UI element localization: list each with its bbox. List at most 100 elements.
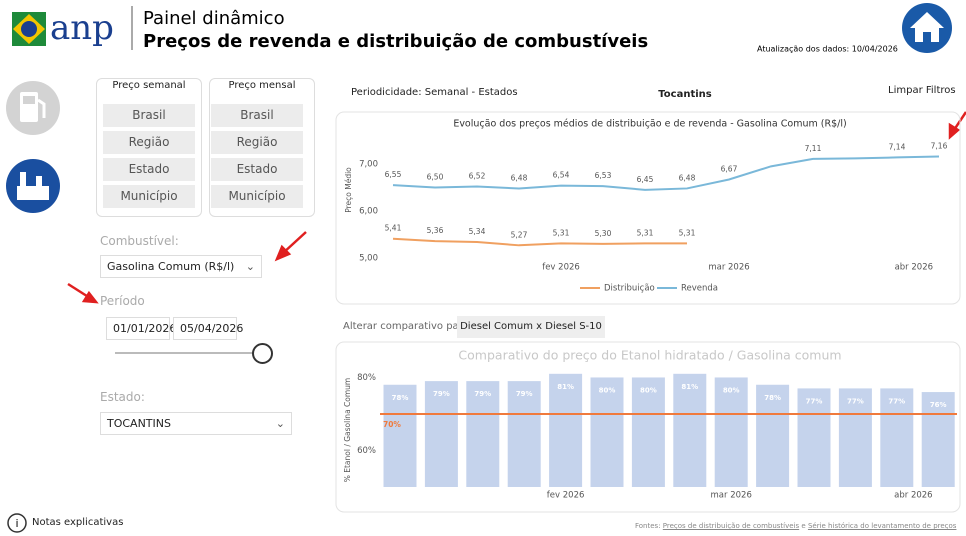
data-label: 7,14 xyxy=(889,142,906,151)
footer: Fontes: Preços de distribuição de combus… xyxy=(635,522,956,530)
end-date[interactable]: 05/04/2026 xyxy=(173,317,243,340)
data-label: 81% xyxy=(681,383,698,391)
clear-filters[interactable]: Limpar Filtros xyxy=(888,85,956,96)
state-value: TOCANTINS xyxy=(107,417,171,430)
filter-button[interactable]: Município xyxy=(103,185,195,208)
data-label: 5,31 xyxy=(637,228,654,237)
data-label: 6,55 xyxy=(385,170,402,179)
title: Painel dinâmico xyxy=(143,8,285,29)
data-label: 6,52 xyxy=(469,172,486,181)
state-title: Tocantins xyxy=(658,89,712,100)
bar xyxy=(507,381,541,487)
slider-track xyxy=(115,352,262,354)
footer-link[interactable]: Série histórica do levantamento de preço… xyxy=(807,522,957,530)
weekly-label: Preço semanal xyxy=(112,80,186,91)
compare-button[interactable]: Diesel Comum x Diesel S-10 xyxy=(457,316,605,338)
footer-link[interactable]: Preços de distribuição de combustíveis xyxy=(662,522,800,530)
filter-button[interactable]: Brasil xyxy=(211,104,303,127)
data-label: 6,53 xyxy=(595,171,612,180)
data-label: 6,48 xyxy=(679,173,696,182)
x-tick-label: fev 2026 xyxy=(542,263,580,273)
bar xyxy=(383,384,417,487)
refinery-icon[interactable] xyxy=(6,159,60,213)
info-icon[interactable] xyxy=(7,513,27,533)
fuel-dropdown[interactable]: Gasolina Comum (R$/l) ⌄ xyxy=(100,255,262,278)
y-tick-label: 5,00 xyxy=(359,254,378,264)
y-tick-label: 80% xyxy=(357,373,376,383)
chart-title: Comparativo do preço do Etanol hidratado… xyxy=(458,348,841,363)
data-label: 6,48 xyxy=(511,173,528,182)
bar xyxy=(673,373,707,487)
data-label: 5,31 xyxy=(679,228,696,237)
data-label: 81% xyxy=(557,383,574,391)
state-label: Estado: xyxy=(100,390,145,404)
filter-button[interactable]: Estado xyxy=(103,158,195,181)
home-button[interactable] xyxy=(902,3,952,53)
compare-label: Alterar comparativo para: xyxy=(343,321,473,332)
data-label: 6,67 xyxy=(721,165,738,174)
y-tick-label: 7,00 xyxy=(359,160,378,170)
filter-button[interactable]: Município xyxy=(211,185,303,208)
annotation-arrows xyxy=(67,111,966,304)
start-date[interactable]: 01/01/2026 xyxy=(106,317,176,340)
monthly-box xyxy=(209,78,315,217)
legend-label: Revenda xyxy=(681,284,718,294)
bar xyxy=(466,381,500,487)
x-tick-label: fev 2026 xyxy=(547,491,585,501)
x-tick-label: abr 2026 xyxy=(895,263,933,273)
bar xyxy=(797,388,831,487)
x-tick-label: mar 2026 xyxy=(708,263,749,273)
footer-joiner: e xyxy=(801,522,806,530)
chevron: ⌄ xyxy=(245,260,255,273)
data-label: 79% xyxy=(433,390,450,398)
chart-title: Evolução dos preços médios de distribuiç… xyxy=(453,119,846,130)
data-label: 5,30 xyxy=(595,229,612,238)
data-label: 77% xyxy=(888,397,905,405)
logo-text: anp xyxy=(50,8,114,48)
bar xyxy=(756,384,790,487)
state-dropdown[interactable]: TOCANTINS ⌄ xyxy=(100,412,292,435)
bar xyxy=(880,388,914,487)
notes[interactable]: Notas explicativas xyxy=(32,517,124,528)
data-label: 78% xyxy=(764,394,781,402)
data-label: 79% xyxy=(474,390,491,398)
bar xyxy=(631,377,665,487)
data-label: 7,16 xyxy=(931,141,948,150)
fuel-icon[interactable] xyxy=(6,81,60,135)
update: Atualização dos dados: 10/04/2026 xyxy=(757,45,898,54)
fuel-value: Gasolina Comum (R$/l) xyxy=(107,260,235,273)
line-card xyxy=(335,111,961,305)
bar xyxy=(424,381,458,487)
data-label: 6,50 xyxy=(427,173,444,182)
charts: Evolução dos preços médios de distribuiç… xyxy=(343,119,957,501)
bar xyxy=(838,388,872,487)
data-label: 80% xyxy=(640,386,657,394)
reference-label: 70% xyxy=(383,420,401,429)
data-label: 78% xyxy=(392,394,409,402)
bar xyxy=(549,373,583,487)
data-label: 80% xyxy=(723,386,740,394)
data-label: 80% xyxy=(599,386,616,394)
y-axis-label: % Etanol / Gasolina Comum xyxy=(343,378,352,483)
filter-button[interactable]: Região xyxy=(103,131,195,154)
series-line xyxy=(392,155,940,191)
bar xyxy=(921,392,955,487)
data-label: 6,45 xyxy=(637,175,654,184)
periodicity: Periodicidade: Semanal - Estados xyxy=(351,87,518,98)
data-label: 79% xyxy=(516,390,533,398)
period-label: Período xyxy=(100,294,145,308)
data-label: 6,54 xyxy=(553,171,570,180)
legend-label: Distribuição xyxy=(604,284,655,294)
filter-button[interactable]: Brasil xyxy=(103,104,195,127)
slider-knob[interactable] xyxy=(252,343,273,364)
x-tick-label: abr 2026 xyxy=(894,491,932,501)
weekly-box xyxy=(96,78,202,217)
filter-button[interactable]: Região xyxy=(211,131,303,154)
y-tick-label: 6,00 xyxy=(359,207,378,217)
fuel-label: Combustível: xyxy=(100,234,179,248)
chevron: ⌄ xyxy=(275,417,285,430)
y-tick-label: 60% xyxy=(357,446,376,456)
info-i: i xyxy=(15,517,18,530)
filter-button[interactable]: Estado xyxy=(211,158,303,181)
